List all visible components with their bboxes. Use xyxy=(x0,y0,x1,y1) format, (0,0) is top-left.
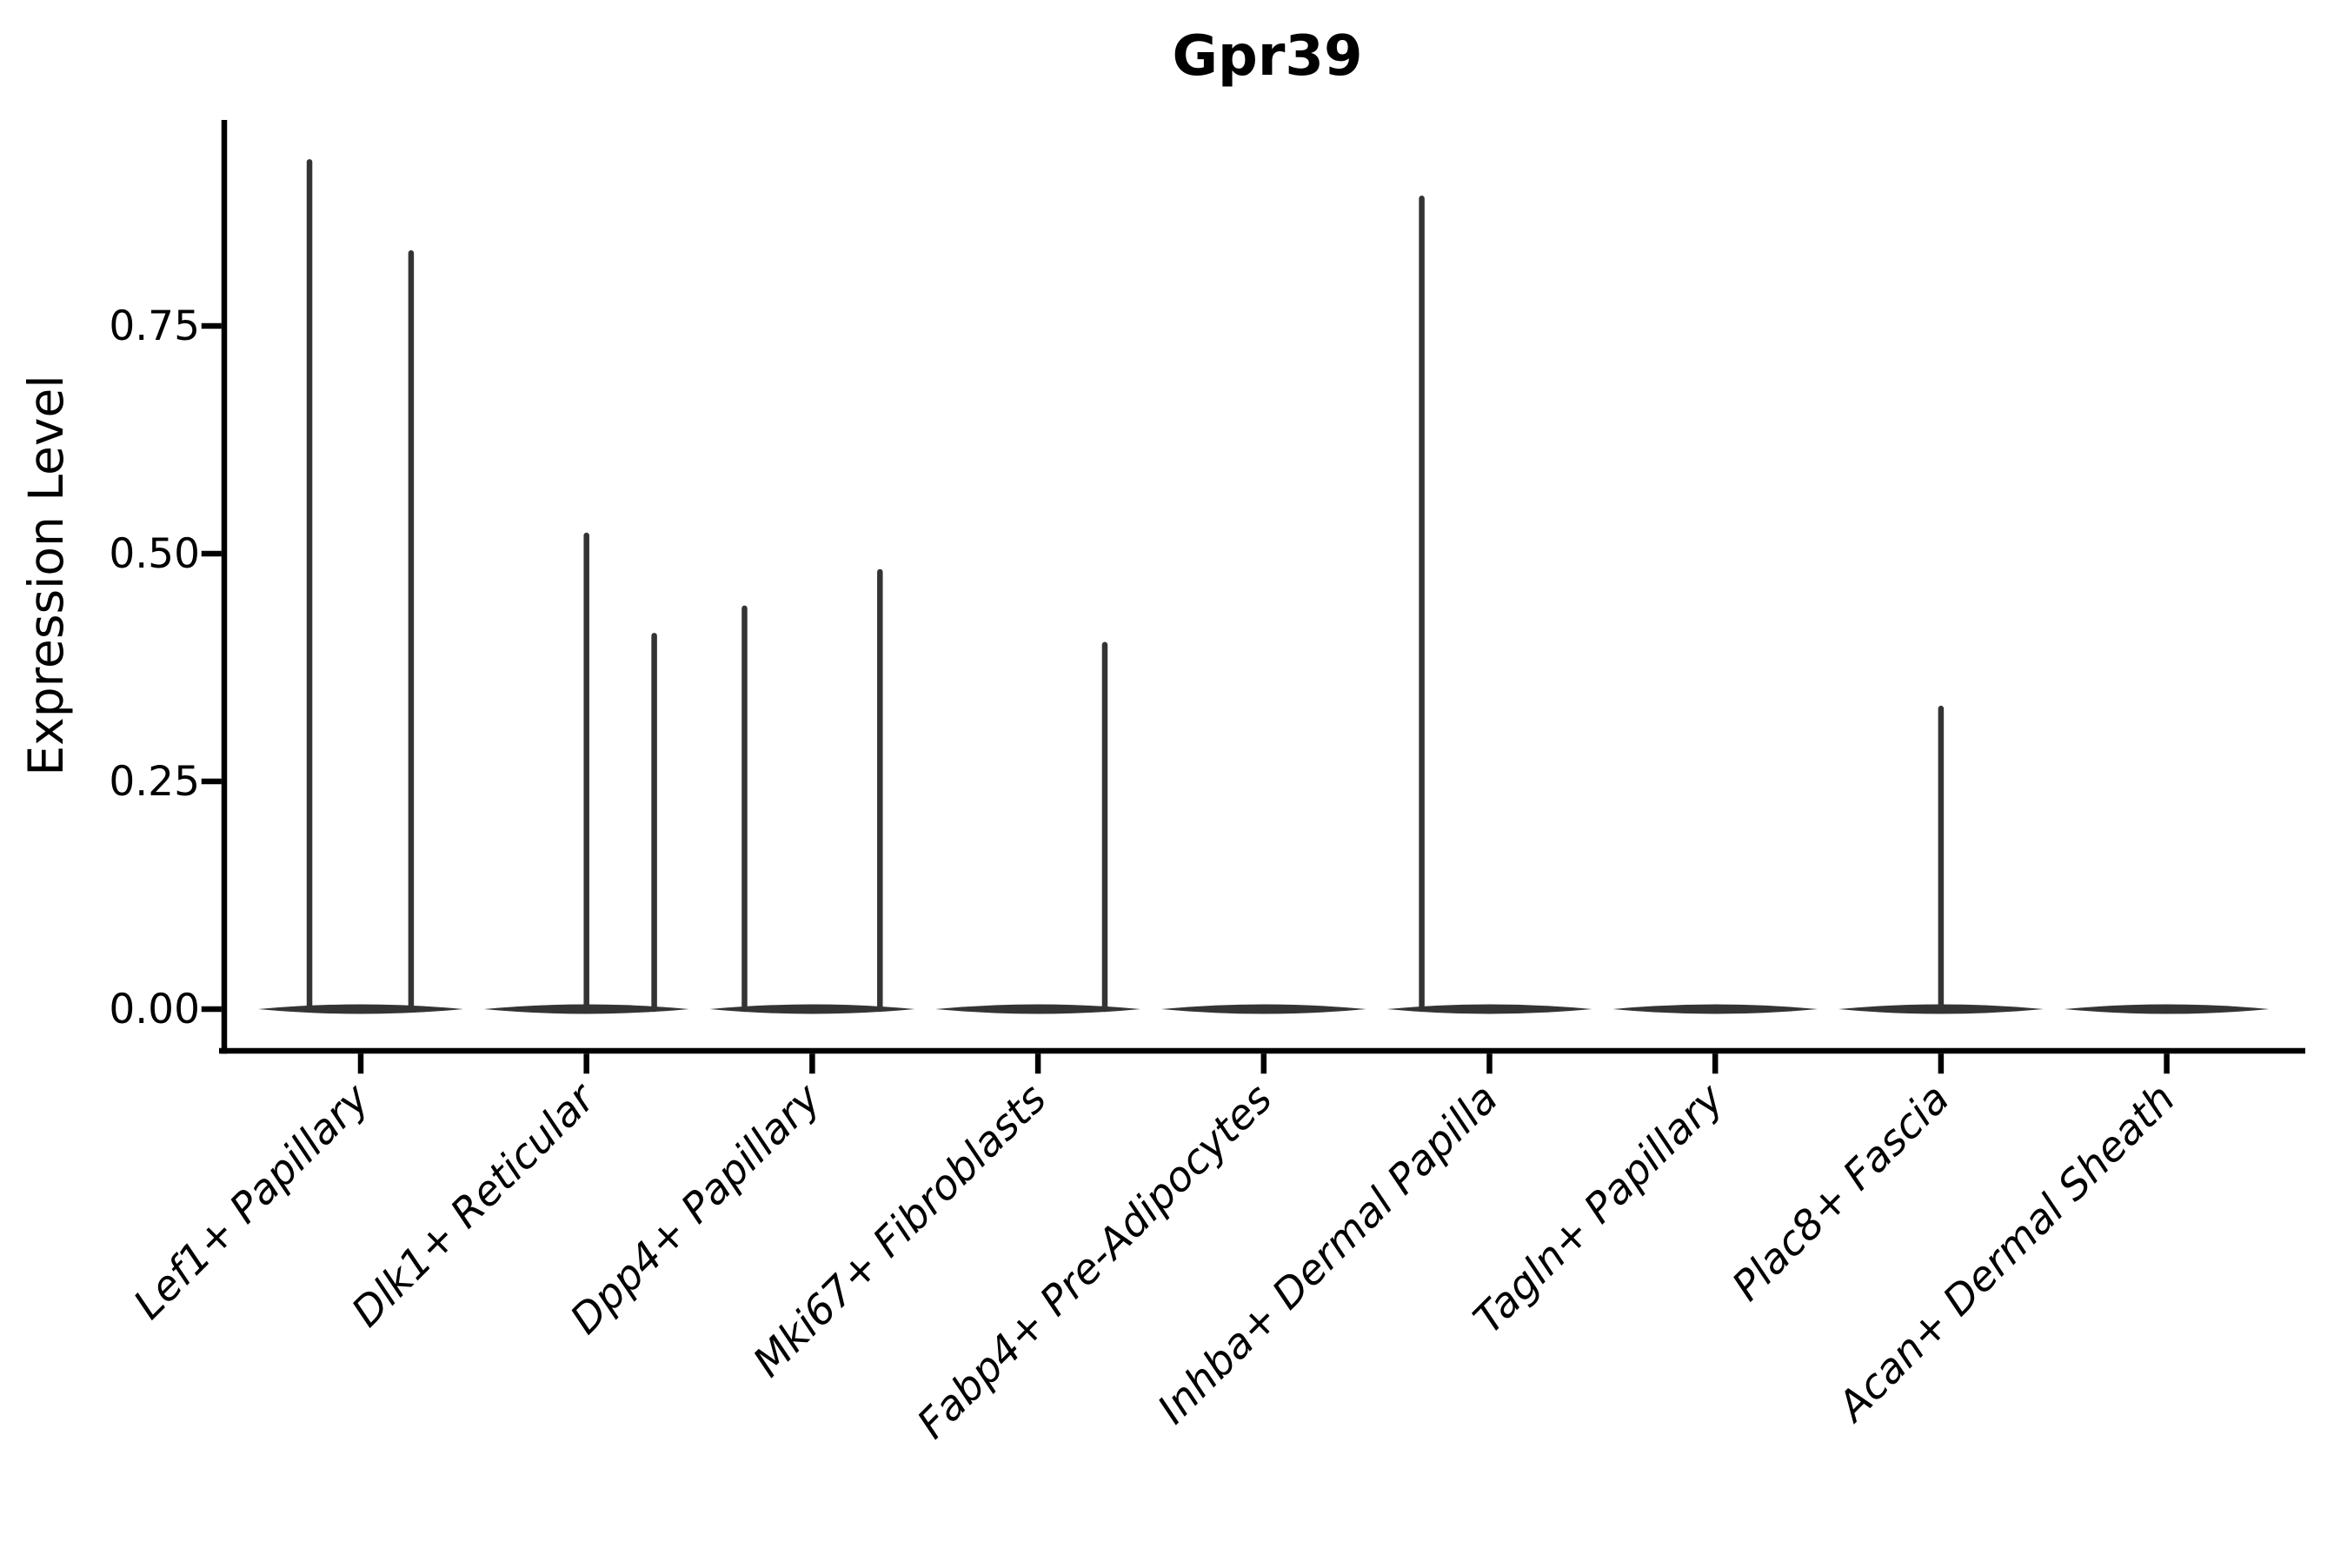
violin xyxy=(709,568,915,1014)
x-category-label: Lef1+ Papillary xyxy=(124,1074,379,1329)
x-tick-mark xyxy=(1260,1053,1267,1074)
violin xyxy=(935,641,1141,1014)
violin xyxy=(1386,196,1592,1014)
y-tick-mark xyxy=(201,322,222,329)
violin xyxy=(1838,705,2044,1014)
y-tick-mark xyxy=(201,1006,222,1013)
x-tick-mark xyxy=(1712,1053,1719,1074)
y-tick-mark xyxy=(201,778,222,785)
violin-base xyxy=(935,1004,1141,1014)
violin-base xyxy=(258,1004,463,1014)
x-category-label: Tagln+ Papillary xyxy=(1465,1074,1734,1344)
y-tick-label: 0.75 xyxy=(109,302,200,350)
violin-base xyxy=(1386,1004,1592,1014)
y-tick-label: 0.00 xyxy=(109,986,200,1033)
violin-base xyxy=(483,1004,689,1014)
y-axis-ticks: 0.00 0.25 0.50 0.75 xyxy=(109,302,222,1033)
x-category-label: Dpp4+ Papillary xyxy=(562,1074,831,1344)
violin-base xyxy=(709,1004,915,1014)
y-tick-label: 0.25 xyxy=(109,758,200,806)
x-tick-mark xyxy=(583,1053,589,1074)
x-tick-mark xyxy=(2164,1053,2170,1074)
x-category-label: Dlk1+ Reticular xyxy=(342,1073,606,1337)
x-tick-mark xyxy=(1034,1053,1041,1074)
x-category-label: Fabp4+ Pre-Adipocytes xyxy=(908,1075,1281,1448)
y-axis-spine xyxy=(221,120,228,1054)
x-tick-mark xyxy=(1486,1053,1493,1074)
x-tick-mark xyxy=(1938,1053,1945,1074)
y-axis-title: Expression Level xyxy=(18,375,74,775)
violin-base xyxy=(2064,1004,2270,1014)
axes xyxy=(219,120,2305,1054)
plot-title: Gpr39 xyxy=(1173,24,1363,89)
x-tick-mark xyxy=(357,1053,364,1074)
y-tick-mark xyxy=(201,550,222,557)
violin xyxy=(483,532,689,1014)
violins xyxy=(258,159,2270,1014)
violin-base xyxy=(1612,1004,1818,1014)
y-tick-label: 0.50 xyxy=(109,530,200,578)
violin xyxy=(1612,1004,1818,1014)
violin-base xyxy=(1160,1004,1366,1014)
x-axis-spine xyxy=(219,1047,2305,1054)
x-tick-mark xyxy=(809,1053,815,1074)
violin-base xyxy=(1838,1004,2044,1014)
violin xyxy=(2064,1004,2270,1014)
x-category-label: Plac8+ Fascia xyxy=(1723,1075,1958,1311)
violin xyxy=(1160,1004,1366,1014)
violin xyxy=(258,159,463,1014)
